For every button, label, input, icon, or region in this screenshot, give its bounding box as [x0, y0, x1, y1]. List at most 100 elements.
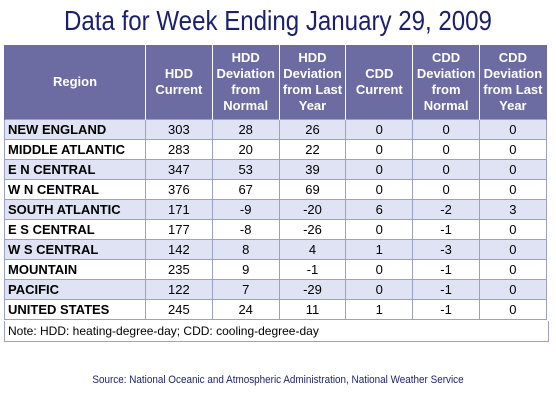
- value-cell: 0: [412, 139, 480, 160]
- value-cell: 20: [211, 139, 280, 160]
- value-cell: -26: [278, 219, 347, 240]
- value-cell: -29: [278, 279, 347, 300]
- region-cell: SOUTH ATLANTIC: [4, 199, 146, 220]
- value-cell: 0: [478, 139, 547, 160]
- value-cell: 0: [478, 299, 547, 320]
- value-cell: 8: [211, 239, 280, 260]
- value-cell: 0: [345, 219, 414, 240]
- value-cell: 0: [345, 159, 414, 180]
- value-cell: -3: [412, 239, 480, 260]
- value-cell: 0: [345, 259, 414, 280]
- value-cell: 26: [278, 119, 347, 140]
- region-cell: W S CENTRAL: [4, 239, 146, 260]
- column-header-label: HDD Deviation from Normal: [216, 50, 275, 113]
- value-cell: 1: [345, 299, 414, 320]
- value-cell: 0: [478, 239, 547, 260]
- table-body: NEW ENGLAND 303 28 26 0 0 0 MIDDLE ATLANTIC 283 2…: [4, 119, 547, 320]
- value-cell: 235: [145, 259, 213, 280]
- value-cell: 0: [478, 279, 547, 300]
- column-header-label: HDD Deviation from Last Year: [282, 50, 343, 113]
- value-cell: 0: [478, 219, 547, 240]
- value-cell: 171: [145, 199, 213, 220]
- value-cell: 28: [211, 119, 280, 140]
- value-cell: 0: [478, 179, 547, 200]
- value-cell: -2: [412, 199, 480, 220]
- value-cell: 22: [278, 139, 347, 160]
- page-title: Data for Week Ending January 29, 2009: [64, 5, 492, 36]
- value-cell: 0: [412, 119, 480, 140]
- region-cell: MIDDLE ATLANTIC: [4, 139, 146, 160]
- value-cell: 376: [145, 179, 213, 200]
- value-cell: -8: [211, 219, 280, 240]
- value-cell: 122: [145, 279, 213, 300]
- value-cell: 39: [278, 159, 347, 180]
- value-cell: -20: [278, 199, 347, 220]
- value-cell: 24: [211, 299, 280, 320]
- value-cell: -1: [278, 259, 347, 280]
- value-cell: 0: [412, 159, 480, 180]
- column-header: CDD Deviation from Normal: [412, 45, 480, 120]
- value-cell: 9: [211, 259, 280, 280]
- value-cell: -1: [412, 219, 480, 240]
- table-row: W N CENTRAL 376 67 69 0 0 0: [4, 179, 547, 200]
- value-cell: 177: [145, 219, 213, 240]
- value-cell: 0: [478, 119, 547, 140]
- table-row: MIDDLE ATLANTIC 283 20 22 0 0 0: [4, 139, 547, 160]
- value-cell: -1: [412, 299, 480, 320]
- column-header-label: Region: [52, 74, 98, 89]
- value-cell: 11: [278, 299, 347, 320]
- column-header-label: HDD Current: [155, 66, 203, 97]
- header-row: Region HDD Current HDD Deviation from No…: [4, 45, 547, 120]
- value-cell: 4: [278, 239, 347, 260]
- table-row-total: UNITED STATES 245 24 11 1 -1 0: [4, 299, 547, 320]
- value-cell: 0: [345, 279, 414, 300]
- column-header: CDD Current: [345, 45, 414, 120]
- value-cell: 283: [145, 139, 213, 160]
- region-cell: PACIFIC: [4, 279, 146, 300]
- value-cell: 142: [145, 239, 213, 260]
- value-cell: -1: [412, 279, 480, 300]
- value-cell: 67: [211, 179, 280, 200]
- value-cell: 245: [145, 299, 213, 320]
- value-cell: 0: [345, 119, 414, 140]
- column-header: Region: [4, 45, 146, 120]
- table-row: MOUNTAIN 235 9 -1 0 -1 0: [4, 259, 547, 280]
- value-cell: 7: [211, 279, 280, 300]
- weather-data-table: Region HDD Current HDD Deviation from No…: [4, 45, 547, 320]
- table-row: PACIFIC 122 7 -29 0 -1 0: [4, 279, 547, 300]
- column-header: HDD Current: [145, 45, 213, 120]
- column-header-label: CDD Current: [355, 66, 403, 97]
- value-cell: 1: [345, 239, 414, 260]
- value-cell: 69: [278, 179, 347, 200]
- region-cell: W N CENTRAL: [4, 179, 146, 200]
- table-row: E N CENTRAL 347 53 39 0 0 0: [4, 159, 547, 180]
- value-cell: 0: [412, 179, 480, 200]
- value-cell: 0: [345, 139, 414, 160]
- value-cell: 3: [478, 199, 547, 220]
- table-row: E S CENTRAL 177 -8 -26 0 -1 0: [4, 219, 547, 240]
- value-cell: 347: [145, 159, 213, 180]
- value-cell: -9: [211, 199, 280, 220]
- value-cell: 0: [478, 159, 547, 180]
- table-row: NEW ENGLAND 303 28 26 0 0 0: [4, 119, 547, 140]
- column-header: CDD Deviation from Last Year: [478, 45, 547, 120]
- region-cell: MOUNTAIN: [4, 259, 146, 280]
- table-row: SOUTH ATLANTIC 171 -9 -20 6 -2 3: [4, 199, 547, 220]
- column-header: HDD Deviation from Normal: [211, 45, 280, 120]
- column-header: HDD Deviation from Last Year: [278, 45, 347, 120]
- column-header-label: CDD Deviation from Last Year: [483, 50, 543, 113]
- region-cell: NEW ENGLAND: [4, 119, 146, 140]
- value-cell: 6: [345, 199, 414, 220]
- region-cell: E N CENTRAL: [4, 159, 146, 180]
- table-row: W S CENTRAL 142 8 4 1 -3 0: [4, 239, 547, 260]
- value-cell: 0: [478, 259, 547, 280]
- column-header-label: CDD Deviation from Normal: [416, 50, 476, 113]
- table-footnote: Note: HDD: heating-degree-day; CDD: cool…: [4, 321, 549, 342]
- source-credit: Source: National Oceanic and Atmospheric…: [92, 374, 464, 386]
- region-cell: UNITED STATES: [4, 299, 146, 320]
- region-cell: E S CENTRAL: [4, 219, 146, 240]
- value-cell: -1: [412, 259, 480, 280]
- value-cell: 0: [345, 179, 414, 200]
- value-cell: 303: [145, 119, 213, 140]
- table-header: Region HDD Current HDD Deviation from No…: [4, 45, 547, 120]
